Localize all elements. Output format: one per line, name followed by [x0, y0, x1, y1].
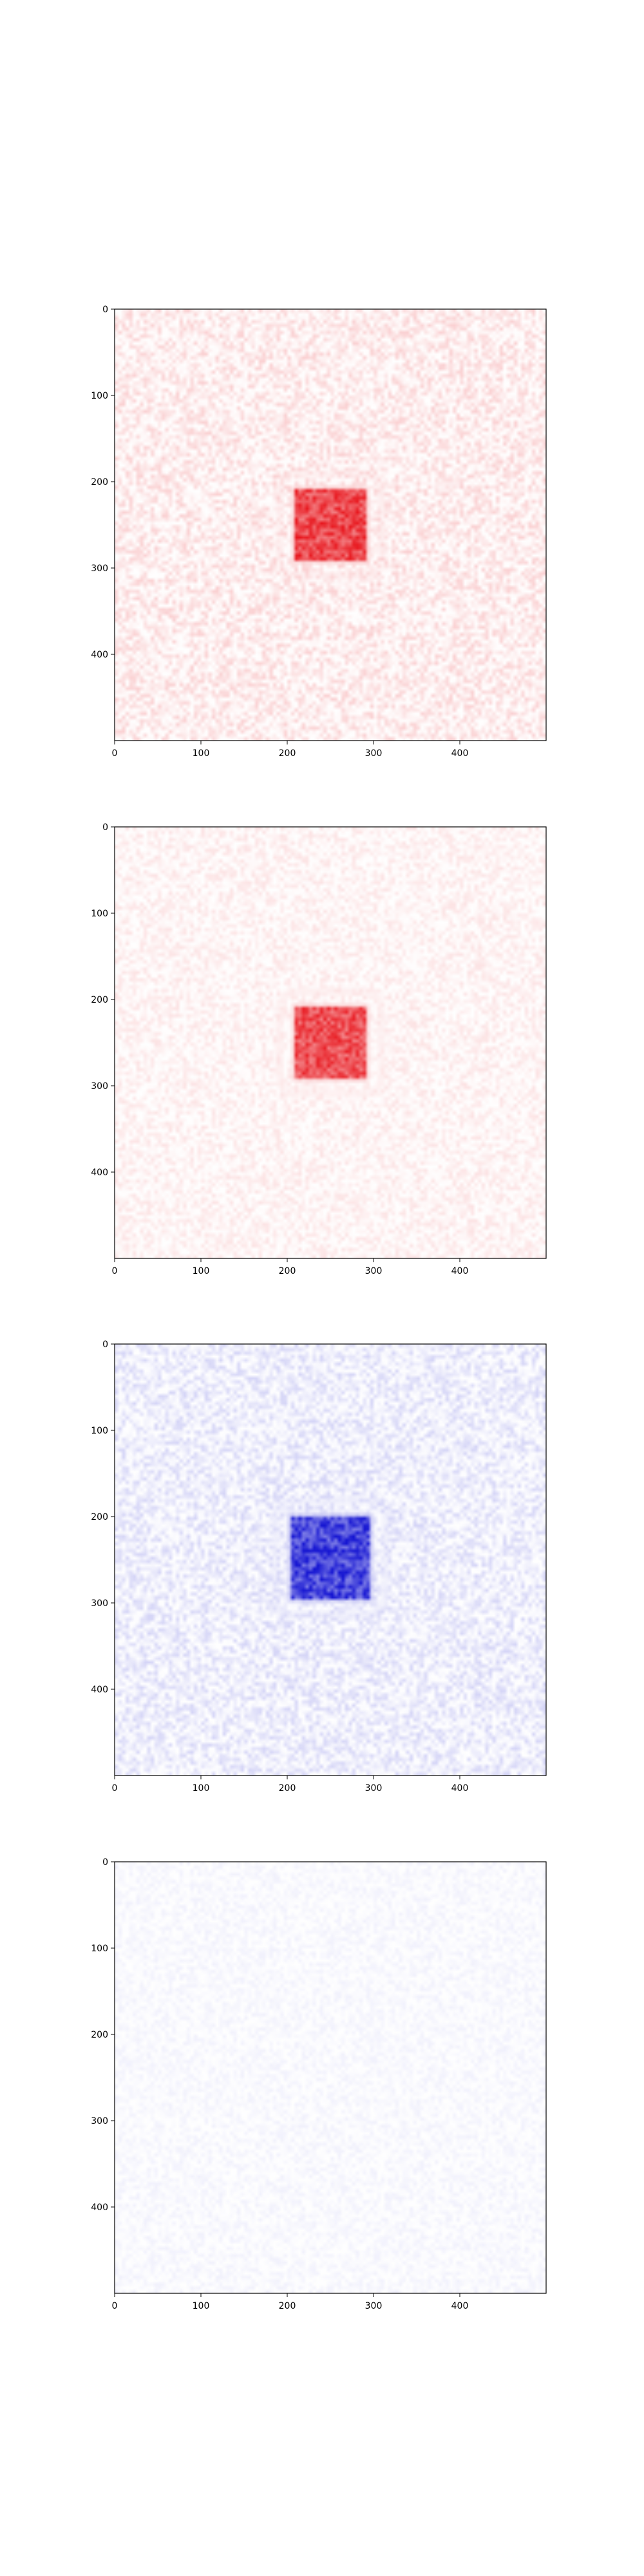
x-tick-label: 200 [279, 748, 296, 759]
y-tick-label: 100 [91, 1426, 108, 1436]
x-tick-label: 0 [112, 748, 118, 759]
y-tick-label: 100 [91, 391, 108, 401]
y-tick-label: 400 [91, 650, 108, 660]
y-tick-label: 300 [91, 564, 108, 574]
axes-frame [114, 308, 547, 741]
x-tick-label: 0 [112, 1266, 118, 1276]
x-tick-label: 300 [365, 748, 383, 759]
axes-frame [114, 1861, 547, 2294]
y-tick-label: 0 [102, 1340, 108, 1350]
heatmap-image [115, 309, 546, 741]
x-tick-label: 0 [112, 2301, 118, 2311]
x-tick-label: 300 [365, 1266, 383, 1276]
x-tick-label: 100 [193, 1783, 210, 1794]
y-tick-label: 300 [91, 1081, 108, 1092]
x-tick-label: 400 [451, 1266, 469, 1276]
x-tick-label: 300 [365, 1783, 383, 1794]
y-tick-label: 300 [91, 1598, 108, 1609]
heatmap-panel-1: 0 100 200 300 400 0 100 200 300 400 [91, 305, 547, 759]
y-tick-label: 400 [91, 1168, 108, 1178]
x-tick-label: 400 [451, 748, 469, 759]
x-tick-label: 200 [279, 2301, 296, 2311]
y-tick-label: 300 [91, 2116, 108, 2126]
y-tick-label: 0 [102, 1857, 108, 1868]
heatmap-panel-2: 0 100 200 300 400 0 100 200 300 400 [91, 822, 547, 1276]
x-tick-label: 100 [193, 2301, 210, 2311]
x-tick-label: 300 [365, 2301, 383, 2311]
y-tick-label: 400 [91, 2202, 108, 2213]
heatmap-image [115, 827, 546, 1258]
y-tick-label: 200 [91, 1512, 108, 1522]
axes-frame [114, 826, 547, 1259]
heatmap-image [115, 1344, 546, 1776]
y-tick-label: 200 [91, 995, 108, 1005]
y-tick-label: 100 [91, 1944, 108, 1954]
y-tick-label: 100 [91, 909, 108, 919]
y-tick-label: 0 [102, 305, 108, 315]
x-tick-label: 400 [451, 2301, 469, 2311]
x-tick-label: 0 [112, 1783, 118, 1794]
y-tick-label: 200 [91, 477, 108, 488]
x-tick-label: 200 [279, 1266, 296, 1276]
x-tick-label: 200 [279, 1783, 296, 1794]
y-tick-label: 400 [91, 1685, 108, 1695]
heatmap-panel-4: 0 100 200 300 400 0 100 200 300 400 [91, 1857, 547, 2311]
heatmap-image [115, 1862, 546, 2293]
x-tick-label: 100 [193, 748, 210, 759]
y-tick-label: 200 [91, 2030, 108, 2040]
axes-frame [114, 1343, 547, 1776]
x-tick-label: 400 [451, 1783, 469, 1794]
x-tick-label: 100 [193, 1266, 210, 1276]
heatmap-panel-3: 0 100 200 300 400 0 100 200 300 400 [91, 1340, 547, 1794]
y-tick-label: 0 [102, 822, 108, 833]
